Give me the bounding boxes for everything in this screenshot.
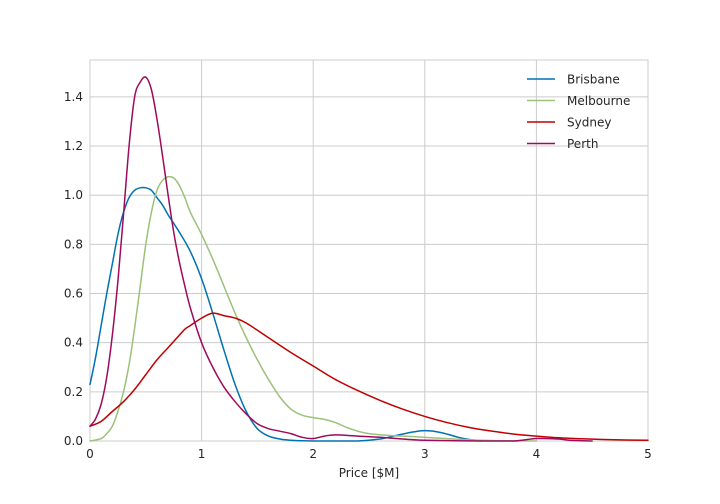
series-line-perth	[89, 76, 593, 442]
legend-label-brisbane: Brisbane	[567, 73, 620, 87]
y-tick-label: 0.8	[64, 237, 83, 251]
x-tick-label: 4	[533, 447, 541, 461]
series-line-sydney	[89, 312, 649, 442]
x-tick-label: 1	[198, 447, 206, 461]
legend: Brisbane Melbourne Sydney Perth	[527, 73, 630, 151]
y-tick-label: 1.2	[64, 139, 83, 153]
y-tick-label: 1.0	[64, 188, 83, 202]
legend-label-melbourne: Melbourne	[567, 94, 630, 108]
y-tick-label: 0.4	[64, 336, 83, 350]
x-tick-label: 3	[421, 447, 429, 461]
y-tick-label: 0.2	[64, 385, 83, 399]
x-tick-label: 2	[309, 447, 317, 461]
x-tick-label: 5	[644, 447, 652, 461]
series-line-brisbane	[89, 186, 482, 442]
x-axis-ticks: 0 1 2 3 4 5	[86, 447, 652, 461]
plot-area	[89, 59, 649, 442]
series-lines	[89, 76, 649, 442]
series-line-melbourne	[89, 175, 538, 442]
axes-frame	[89, 59, 649, 442]
legend-label-perth: Perth	[567, 137, 598, 151]
y-tick-label: 1.4	[64, 90, 83, 104]
y-axis-ticks: 0.0 0.2 0.4 0.6 0.8 1.0 1.2 1.4	[64, 90, 83, 448]
legend-label-sydney: Sydney	[567, 116, 611, 130]
x-axis-label: Price [$M]	[339, 466, 399, 480]
y-tick-label: 0.0	[64, 434, 83, 448]
x-tick-label: 0	[86, 447, 94, 461]
grid-lines	[89, 60, 649, 442]
y-tick-label: 0.6	[64, 287, 83, 301]
